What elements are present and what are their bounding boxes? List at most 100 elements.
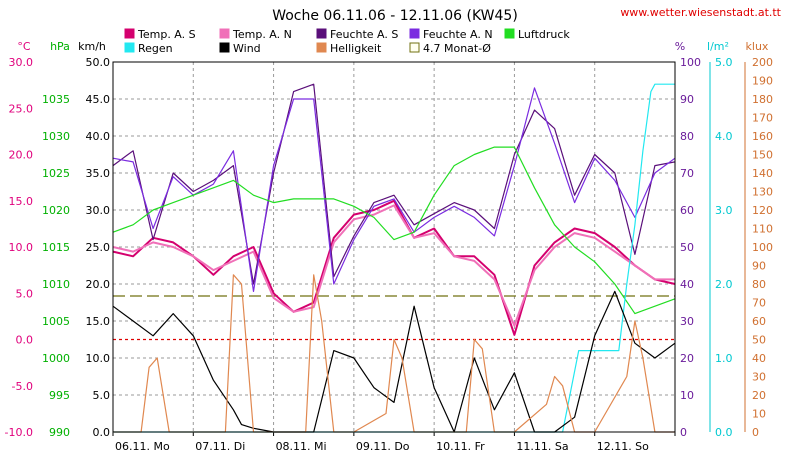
temp-axis-unit: °C bbox=[17, 40, 31, 53]
x-tick-label: 09.11. Do bbox=[356, 440, 410, 453]
light-tick-label: 20 bbox=[752, 389, 766, 402]
light-tick-label: 200 bbox=[752, 56, 773, 69]
temp-tick-label: -5.0 bbox=[12, 380, 33, 393]
humidity-axis-unit: % bbox=[675, 40, 685, 53]
temp-tick-label: 10.0 bbox=[9, 241, 34, 254]
x-tick-label: 11.11. Sa bbox=[516, 440, 568, 453]
temp-tick-label: 0.0 bbox=[16, 334, 34, 347]
x-tick-label: 12.11. So bbox=[597, 440, 649, 453]
temp-tick-label: -10.0 bbox=[5, 426, 33, 439]
legend-swatch bbox=[124, 28, 135, 39]
wind-tick-label: 45.0 bbox=[86, 93, 111, 106]
light-tick-label: 70 bbox=[752, 297, 766, 310]
pressure-tick-label: 1000 bbox=[42, 352, 70, 365]
wind-tick-label: 20.0 bbox=[86, 278, 111, 291]
humidity-tick-label: 90 bbox=[680, 93, 694, 106]
legend-label: Wind bbox=[233, 42, 261, 55]
series-regen bbox=[113, 83, 675, 433]
humidity-tick-label: 100 bbox=[680, 56, 701, 69]
legend-label: Temp. A. N bbox=[232, 28, 292, 41]
series-temp-a-s bbox=[112, 199, 676, 336]
temp-tick-label: 20.0 bbox=[9, 149, 34, 162]
humidity-tick-label: 30 bbox=[680, 315, 694, 328]
series-feuchte-a-s bbox=[112, 83, 676, 285]
temp-tick-label: 5.0 bbox=[16, 287, 34, 300]
humidity-tick-label: 60 bbox=[680, 204, 694, 217]
series-temp-a-n bbox=[112, 204, 675, 327]
wind-axis-unit: km/h bbox=[78, 40, 106, 53]
legend-swatch bbox=[316, 28, 327, 39]
rain-tick-label: 0.0 bbox=[715, 426, 733, 439]
light-tick-label: 130 bbox=[752, 186, 773, 199]
wind-tick-label: 35.0 bbox=[86, 167, 111, 180]
humidity-tick-label: 50 bbox=[680, 241, 694, 254]
legend: Temp. A. S Temp. A. N Feuchte A. S Feuchte … bbox=[124, 28, 570, 55]
x-tick-label: 10.11. Fr bbox=[436, 440, 485, 453]
pressure-tick-label: 1030 bbox=[42, 130, 70, 143]
light-tick-label: 90 bbox=[752, 260, 766, 273]
light-tick-label: 150 bbox=[752, 149, 773, 162]
legend-label: Temp. A. S bbox=[137, 28, 196, 41]
light-axis-unit: klux bbox=[746, 40, 769, 53]
light-tick-label: 50 bbox=[752, 334, 766, 347]
wind-tick-label: 5.0 bbox=[93, 389, 111, 402]
light-tick-label: 180 bbox=[752, 93, 773, 106]
wind-tick-label: 0.0 bbox=[93, 426, 111, 439]
pressure-tick-label: 990 bbox=[49, 426, 70, 439]
source-link[interactable]: www.wetter.wiesenstadt.at.tt bbox=[620, 6, 781, 19]
axes: °C 30.0 25.0 20.0 15.0 10.0 5.0 0.0 -5.0 -10.0 hPa… bbox=[5, 40, 773, 453]
rain-tick-label: 1.0 bbox=[715, 352, 733, 365]
light-tick-label: 160 bbox=[752, 130, 773, 143]
light-tick-label: 100 bbox=[752, 241, 773, 254]
pressure-tick-label: 1020 bbox=[42, 204, 70, 217]
series-wind bbox=[112, 290, 676, 433]
humidity-tick-label: 40 bbox=[680, 278, 694, 291]
light-tick-label: 80 bbox=[752, 278, 766, 291]
chart-title: Woche 06.11.06 - 12.11.06 (KW45) bbox=[272, 8, 518, 24]
humidity-tick-label: 0 bbox=[680, 426, 687, 439]
legend-swatch bbox=[219, 42, 230, 53]
legend-swatch bbox=[316, 42, 327, 53]
humidity-tick-label: 10 bbox=[680, 389, 694, 402]
light-tick-label: 140 bbox=[752, 167, 773, 180]
humidity-tick-label: 70 bbox=[680, 167, 694, 180]
light-tick-label: 30 bbox=[752, 371, 766, 384]
grid bbox=[113, 62, 675, 432]
pressure-tick-label: 1015 bbox=[42, 241, 70, 254]
light-tick-label: 0 bbox=[752, 426, 759, 439]
rain-tick-label: 4.0 bbox=[715, 130, 733, 143]
legend-label: Feuchte A. N bbox=[423, 28, 493, 41]
legend-label: Helligkeit bbox=[330, 42, 382, 55]
light-tick-label: 190 bbox=[752, 75, 773, 88]
wind-tick-label: 15.0 bbox=[86, 315, 111, 328]
light-tick-label: 170 bbox=[752, 112, 773, 125]
light-tick-label: 40 bbox=[752, 352, 766, 365]
rain-tick-label: 5.0 bbox=[715, 56, 733, 69]
legend-label: 4.7 Monat-Ø bbox=[423, 42, 491, 55]
legend-swatch bbox=[409, 28, 420, 39]
legend-swatch bbox=[219, 28, 230, 39]
pressure-tick-label: 1025 bbox=[42, 167, 70, 180]
series-luftdruck bbox=[112, 146, 676, 315]
wind-tick-label: 40.0 bbox=[86, 130, 111, 143]
pressure-axis-unit: hPa bbox=[50, 40, 70, 53]
light-tick-label: 60 bbox=[752, 315, 766, 328]
x-tick-label: 06.11. Mo bbox=[115, 440, 170, 453]
legend-swatch bbox=[409, 42, 420, 53]
pressure-tick-label: 995 bbox=[49, 389, 70, 402]
wind-tick-label: 25.0 bbox=[86, 241, 111, 254]
temp-tick-label: 25.0 bbox=[9, 102, 34, 115]
wind-tick-label: 10.0 bbox=[86, 352, 111, 365]
plot-frame bbox=[112, 61, 676, 433]
rain-tick-label: 2.0 bbox=[715, 278, 733, 291]
pressure-tick-label: 1010 bbox=[42, 278, 70, 291]
x-tick-label: 07.11. Di bbox=[195, 440, 245, 453]
rain-tick-label: 3.0 bbox=[715, 204, 733, 217]
legend-label: Feuchte A. S bbox=[330, 28, 398, 41]
series-feuchte-a-n bbox=[112, 87, 676, 292]
temp-tick-label: 15.0 bbox=[9, 195, 34, 208]
series bbox=[112, 83, 676, 433]
x-tick-label: 08.11. Mi bbox=[276, 440, 327, 453]
temp-tick-label: 30.0 bbox=[9, 56, 34, 69]
